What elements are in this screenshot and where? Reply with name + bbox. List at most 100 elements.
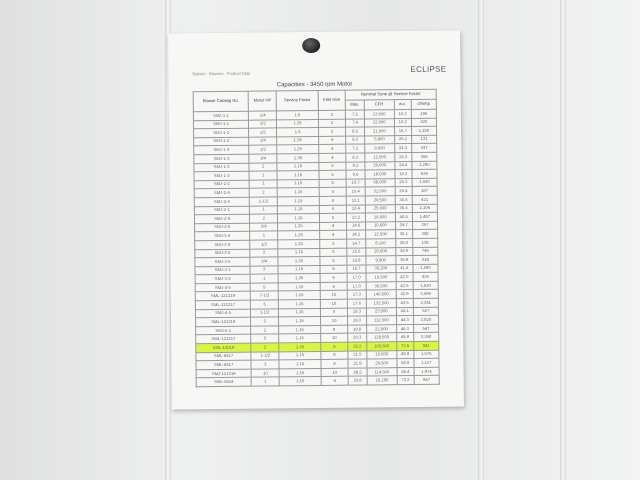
table-cell: 43.5 bbox=[396, 298, 414, 308]
table-cell: 18.3 bbox=[347, 307, 367, 317]
table-cell: 3/4 bbox=[250, 256, 279, 266]
table-cell: 420 bbox=[411, 117, 437, 127]
table-cell: 56.6 bbox=[396, 358, 414, 368]
table-cell: 1,575 bbox=[413, 349, 439, 359]
table-cell: 10 bbox=[320, 316, 348, 326]
table-cell: 527 bbox=[413, 306, 439, 316]
table-cell: 38.0 bbox=[395, 238, 413, 248]
table-cell: 30,500 bbox=[365, 281, 397, 291]
table-cell: 14.6 bbox=[346, 221, 366, 231]
table-cell: 5 bbox=[250, 299, 279, 309]
table-cell: 5 bbox=[319, 256, 348, 266]
table-cell: 16.7 bbox=[347, 264, 366, 274]
table-cell: 17.0 bbox=[347, 273, 366, 283]
table-cell: 358 bbox=[412, 229, 438, 239]
table-cell: 15.8 bbox=[347, 256, 366, 265]
table-cell: 10.2 bbox=[394, 118, 412, 127]
table-cell: 12,500 bbox=[364, 118, 395, 128]
table-cell: 746 bbox=[412, 246, 438, 256]
table-cell: 132,500 bbox=[366, 298, 397, 308]
table-cell: 1.15 bbox=[279, 376, 322, 386]
table-cell: 36.1 bbox=[395, 229, 413, 239]
table-cell: 14.7 bbox=[346, 238, 366, 248]
table-cell: 1-1/2 bbox=[250, 308, 279, 318]
table-cell: 547 bbox=[413, 324, 439, 333]
table-cell: 44.3 bbox=[396, 315, 414, 325]
table-cell: 7.4 bbox=[345, 118, 365, 128]
table-cell: 4 bbox=[319, 221, 347, 231]
table-cell: 42.9 bbox=[396, 289, 414, 299]
table-cell: 1-1/2 bbox=[249, 196, 278, 206]
table-cell: 430 bbox=[412, 272, 439, 282]
table-cell: 9,500 bbox=[364, 144, 395, 153]
table-cell: 1 bbox=[251, 377, 280, 387]
table-cell: 5 bbox=[250, 282, 279, 292]
table-cell: 4 bbox=[318, 135, 346, 145]
table-cell: 6 bbox=[321, 376, 349, 386]
table-cell: 5 bbox=[320, 307, 348, 317]
table-cell: 10.4 bbox=[346, 187, 366, 197]
table-cell: 31,500 bbox=[365, 187, 396, 196]
table-cell: 3/4 bbox=[249, 222, 278, 232]
table-cell: 20.2 bbox=[394, 135, 412, 145]
table-cell: 4 bbox=[319, 230, 347, 240]
table-cell: 15,500 bbox=[365, 272, 396, 282]
table-cell: 1/2 bbox=[249, 145, 277, 155]
brand-logo: ECLIPSE bbox=[410, 64, 447, 75]
table-cell: 941 bbox=[413, 341, 439, 351]
table-cell: 4 bbox=[319, 204, 347, 214]
table-cell: 3,240 bbox=[413, 332, 439, 342]
panel-seam bbox=[165, 0, 171, 480]
table-cell: 1,530 bbox=[412, 281, 439, 290]
table-cell: 10 bbox=[320, 299, 348, 309]
table-cell: 13.1 bbox=[346, 195, 366, 205]
table-cell: 20.3 bbox=[347, 333, 367, 343]
table-cell: 1 bbox=[249, 231, 278, 241]
table-cell: 3 bbox=[250, 265, 279, 275]
table-cell: 21,500 bbox=[364, 126, 395, 136]
table-cell: 5 bbox=[319, 264, 348, 274]
table-cell: 319 bbox=[412, 255, 438, 265]
table-cell: 114,500 bbox=[366, 367, 397, 377]
table-cell: 22,500 bbox=[366, 324, 397, 334]
table-cell: 1 bbox=[249, 171, 278, 180]
table-cell: 5,800 bbox=[364, 135, 395, 145]
table-cell: 18,500 bbox=[365, 212, 396, 222]
table-cell: 10 bbox=[320, 333, 348, 343]
table-cell: 36,200 bbox=[365, 264, 396, 274]
col-header: Motor HP bbox=[248, 90, 277, 112]
sub-header: Max. bbox=[345, 99, 365, 111]
col-header: Blower Catalog No. bbox=[193, 91, 249, 112]
table-cell: 1,487 bbox=[412, 212, 438, 222]
table-cell: 30.8 bbox=[395, 195, 413, 205]
table-cell: 21.5 bbox=[348, 350, 367, 360]
sub-header: CFH bbox=[364, 99, 395, 110]
table-cell: 18,500 bbox=[364, 169, 395, 179]
table-cell: 18.2 bbox=[394, 169, 412, 179]
table-cell: 112,500 bbox=[366, 315, 397, 325]
table-cell: 12,500 bbox=[365, 229, 396, 239]
table-cell: 421 bbox=[411, 195, 438, 205]
table-cell: 15.6 bbox=[346, 247, 366, 257]
table-cell: 4 bbox=[319, 196, 347, 205]
table-cell: 247 bbox=[411, 143, 437, 153]
table-cell: 10 bbox=[321, 367, 349, 377]
panel-seam bbox=[560, 0, 566, 480]
table-cell: 10.2 bbox=[394, 109, 412, 119]
table-cell: 23,500 bbox=[366, 307, 397, 317]
table-cell: 13,500 bbox=[364, 109, 395, 119]
table-row: SML-8414 1 1.15 6 23.8 16,250 72.2 947 bbox=[196, 375, 440, 387]
magnet-icon bbox=[302, 37, 321, 54]
table-cell: 23.8 bbox=[348, 376, 368, 386]
table-cell: 41.6 bbox=[395, 264, 413, 273]
table-cell: 947 bbox=[413, 375, 440, 385]
table-cell: 1,150 bbox=[411, 126, 437, 136]
table-cell: 1,974 bbox=[413, 367, 440, 376]
table-cell: 5 bbox=[318, 161, 347, 171]
table-cell: 12,500 bbox=[364, 152, 395, 162]
table-cell: 634 bbox=[411, 169, 438, 179]
table-cell: 2,820 bbox=[413, 315, 439, 325]
table-cell: 8 bbox=[320, 325, 348, 334]
sub-header: cfm/hp bbox=[410, 99, 437, 110]
table-cell: 10 bbox=[320, 290, 348, 300]
